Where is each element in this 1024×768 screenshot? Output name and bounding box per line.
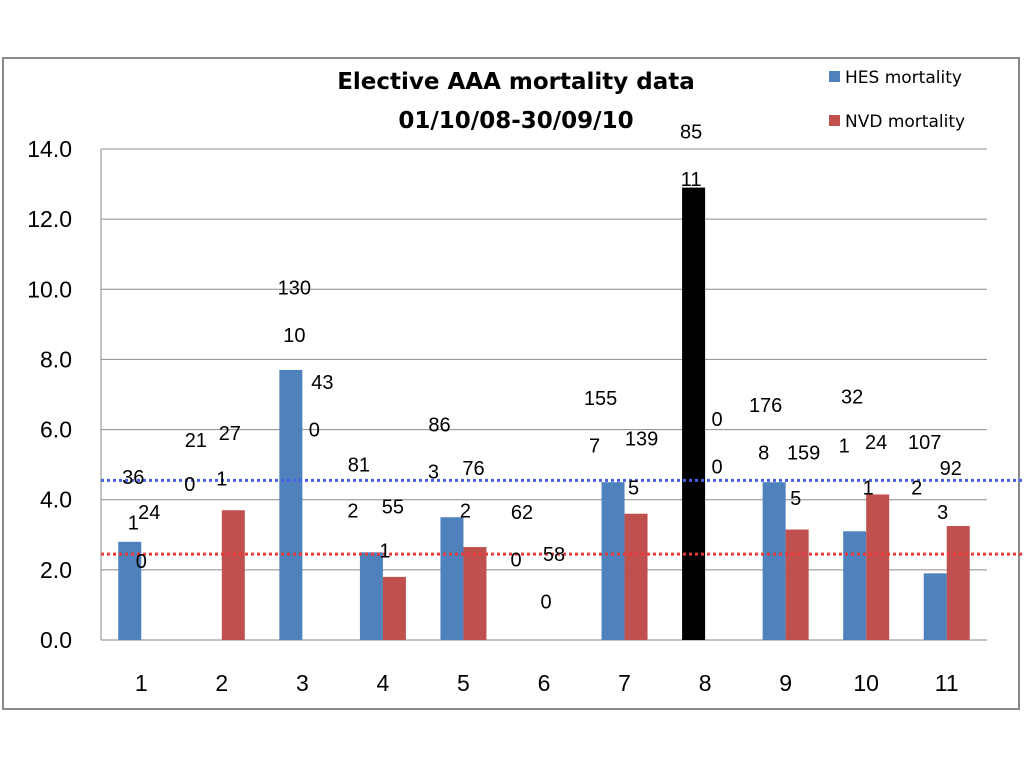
hes-bar-4: [359, 552, 383, 640]
x-tick-label: 6: [538, 670, 551, 696]
bars: [118, 187, 970, 641]
x-tick-label: 3: [296, 670, 309, 696]
y-tick-label: 10.0: [27, 276, 72, 302]
data-label: 2: [347, 500, 358, 522]
hes-bar-1: [118, 541, 142, 640]
data-label: 27: [219, 423, 241, 445]
data-label: 92: [940, 458, 962, 480]
y-tick-label: 2.0: [40, 557, 72, 583]
data-label: 2: [460, 500, 471, 522]
data-label: 139: [625, 428, 658, 450]
y-tick-label: 0.0: [40, 627, 72, 653]
x-tick-label: 1: [135, 670, 148, 696]
data-label: 10: [283, 325, 305, 347]
data-label: 0: [712, 456, 723, 478]
data-label: 11: [681, 169, 702, 191]
data-label: 36: [122, 467, 144, 489]
x-tick-label: 11: [935, 670, 959, 696]
data-label: 8: [758, 442, 769, 464]
data-label: 7: [589, 435, 600, 457]
data-label: 43: [311, 372, 333, 394]
data-label: 85: [680, 121, 702, 143]
data-label: 55: [382, 497, 404, 519]
chart-title-line-2: 01/10/08-30/09/10: [398, 108, 633, 134]
hes-bar-9: [762, 482, 786, 640]
data-label: 24: [865, 432, 887, 454]
data-label: 0: [712, 409, 723, 431]
hes-bar-8: [682, 187, 706, 641]
data-label: 76: [462, 458, 484, 480]
data-label: 32: [841, 386, 863, 408]
data-label: 107: [908, 432, 941, 454]
nvd-bar-5: [463, 547, 487, 640]
data-label: 5: [790, 488, 801, 510]
legend-swatch-hes: [829, 71, 840, 82]
data-label: 3: [937, 502, 948, 524]
x-axis-tick-labels: 1 2 3 4 5 6 7 8 9 10 11: [135, 670, 959, 696]
gridlines: [100, 148, 987, 641]
nvd-bar-10: [866, 494, 890, 640]
x-tick-label: 10: [853, 670, 879, 696]
hes-bar-10: [843, 531, 867, 640]
nvd-bar-2: [221, 510, 245, 640]
data-label: 176: [749, 395, 782, 417]
data-label: 86: [428, 414, 450, 436]
legend-label-hes: HES mortality: [845, 68, 962, 88]
data-label: 0: [184, 474, 195, 496]
data-label: 5: [628, 477, 639, 499]
y-axis-tick-labels: 0.0 2.0 4.0 6.0 8.0 10.0 12.0 14.0: [27, 136, 72, 653]
y-tick-label: 14.0: [27, 136, 72, 162]
data-label: 24: [138, 502, 160, 524]
hes-bar-7: [601, 482, 625, 640]
reference-lines: [101, 478, 1024, 556]
nvd-bar-11: [946, 526, 970, 640]
data-label: 130: [278, 278, 311, 300]
nvd-bar-4: [382, 576, 406, 640]
nvd-bar-9: [785, 529, 809, 640]
y-tick-label: 4.0: [40, 487, 72, 513]
y-tick-label: 6.0: [40, 417, 72, 443]
data-label: 3: [428, 462, 439, 484]
data-label: 0: [136, 551, 147, 573]
nvd-bar-7: [624, 513, 648, 640]
x-tick-label: 4: [377, 670, 390, 696]
x-tick-label: 5: [457, 670, 470, 696]
data-label: 1: [128, 513, 139, 535]
hes-bar-5: [440, 517, 464, 640]
data-label: 62: [511, 502, 533, 524]
data-label: 1: [379, 541, 390, 563]
data-label: 21: [185, 430, 207, 452]
legend-swatch-nvd: [829, 115, 840, 126]
hes-bar-11: [923, 573, 947, 640]
data-label: 0: [309, 420, 320, 442]
y-tick-label: 8.0: [40, 346, 72, 372]
data-label: 0: [510, 549, 521, 571]
y-tick-label: 12.0: [27, 206, 72, 232]
hes-bar-3: [279, 369, 303, 640]
data-label: 155: [584, 388, 617, 410]
data-label: 1: [216, 469, 227, 491]
data-label: 81: [348, 455, 370, 477]
data-label: 0: [540, 591, 551, 613]
x-tick-label: 8: [699, 670, 712, 696]
legend-label-nvd: NVD mortality: [845, 112, 965, 132]
data-label: 1: [839, 435, 850, 457]
chart-title-line-1: Elective AAA mortality data: [337, 69, 695, 95]
data-label: 1: [863, 477, 874, 499]
x-tick-label: 9: [779, 670, 792, 696]
data-label: 159: [787, 442, 820, 464]
data-label: 2: [911, 477, 922, 499]
data-label: 58: [543, 544, 565, 566]
legend: HES mortality NVD mortality: [829, 68, 965, 132]
x-tick-label: 7: [618, 670, 631, 696]
x-tick-label: 2: [215, 670, 228, 696]
